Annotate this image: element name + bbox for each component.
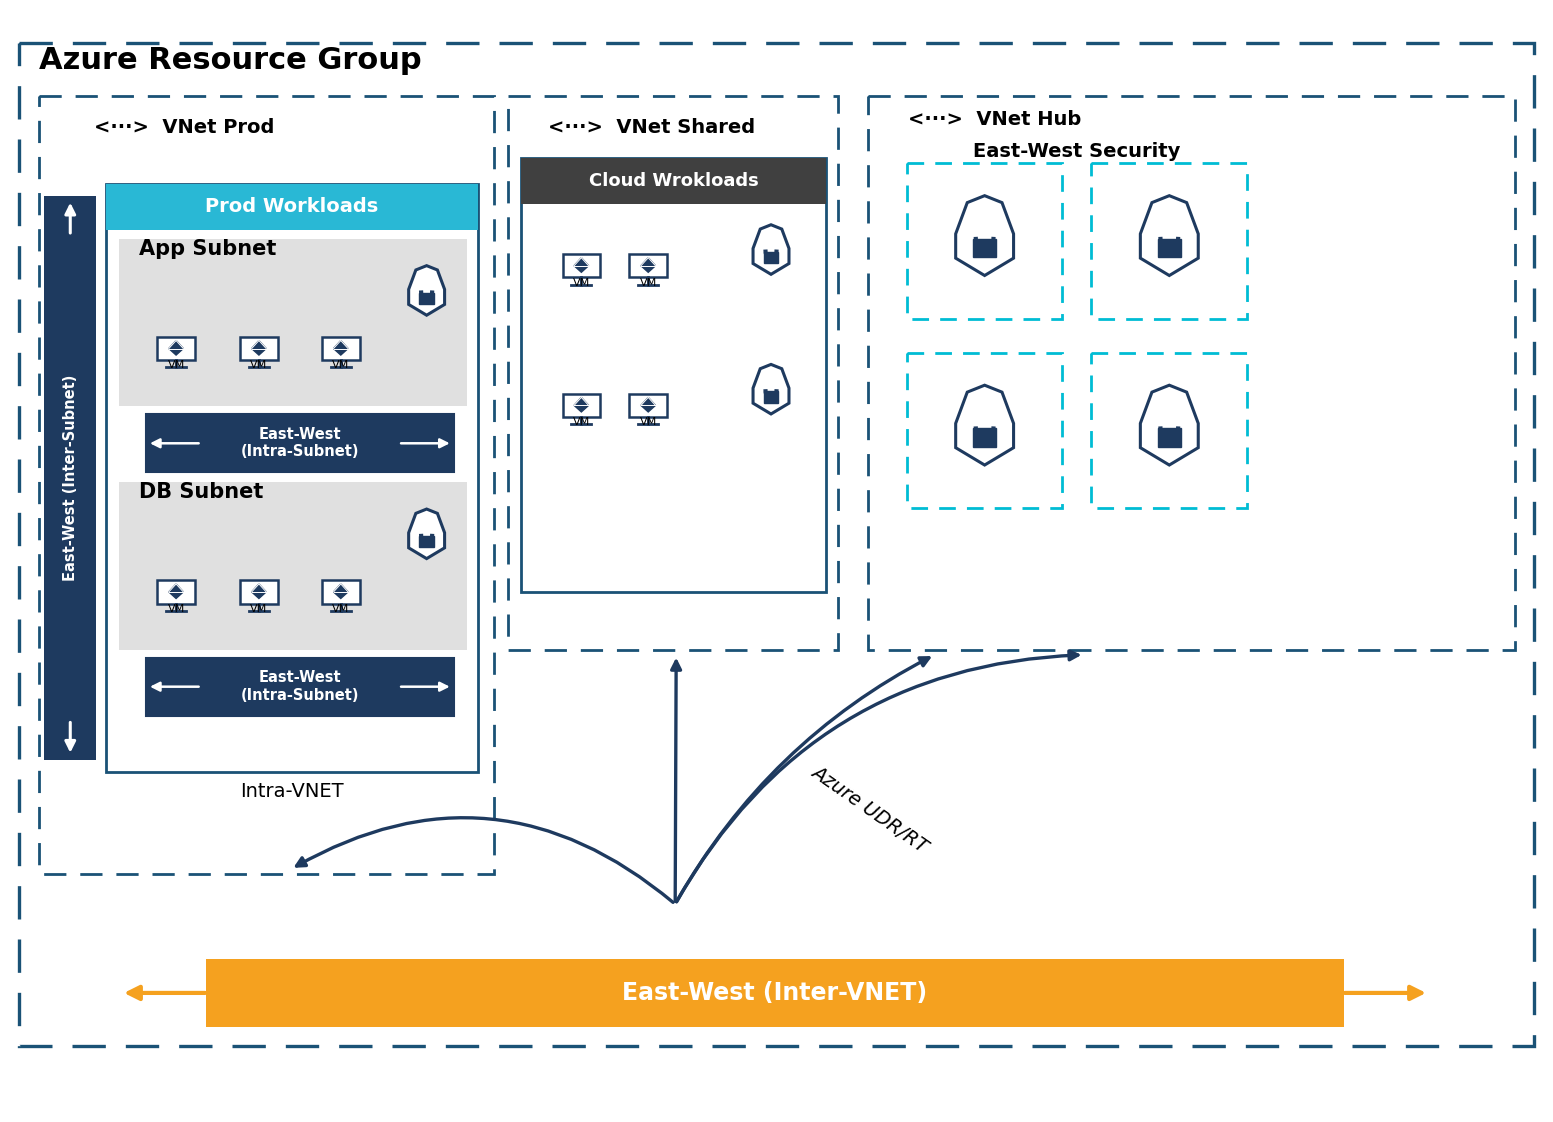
Bar xyxy=(764,392,778,403)
Text: <···>  VNet Hub: <···> VNet Hub xyxy=(909,110,1081,129)
Polygon shape xyxy=(252,341,266,355)
Bar xyxy=(522,158,826,204)
Text: VM: VM xyxy=(168,604,185,614)
Bar xyxy=(508,96,839,650)
Bar xyxy=(146,657,453,716)
Text: VM: VM xyxy=(332,604,349,614)
Bar xyxy=(157,580,194,604)
Polygon shape xyxy=(641,258,655,273)
Bar xyxy=(629,394,668,417)
Polygon shape xyxy=(252,583,266,598)
Text: East-West (Inter-Subnet): East-West (Inter-Subnet) xyxy=(62,375,78,581)
Text: East-West Security: East-West Security xyxy=(972,142,1180,162)
Polygon shape xyxy=(955,195,1014,276)
Text: Azure Resource Group: Azure Resource Group xyxy=(39,46,422,75)
Polygon shape xyxy=(169,341,183,355)
Bar xyxy=(146,414,453,472)
Bar xyxy=(419,536,433,548)
Text: <···>  VNet Prod: <···> VNet Prod xyxy=(95,118,275,137)
Polygon shape xyxy=(1140,385,1199,465)
Text: VM: VM xyxy=(250,604,267,614)
Text: Intra-VNET: Intra-VNET xyxy=(241,782,343,801)
Bar xyxy=(241,337,278,360)
Bar xyxy=(106,184,477,772)
Polygon shape xyxy=(408,266,444,315)
Polygon shape xyxy=(955,385,1014,465)
Text: VM: VM xyxy=(640,277,657,287)
Bar xyxy=(1092,163,1247,319)
Bar xyxy=(974,429,995,447)
Polygon shape xyxy=(575,397,589,412)
Bar xyxy=(45,196,96,760)
Bar xyxy=(974,239,995,257)
Text: East-West
(Intra-Subnet): East-West (Intra-Subnet) xyxy=(241,427,359,460)
Text: Cloud Wrokloads: Cloud Wrokloads xyxy=(589,172,758,190)
Polygon shape xyxy=(575,258,589,273)
Bar xyxy=(241,580,278,604)
Text: DB Subnet: DB Subnet xyxy=(140,482,264,503)
Polygon shape xyxy=(334,341,348,355)
Bar xyxy=(120,482,466,650)
Bar xyxy=(19,44,1534,1046)
Polygon shape xyxy=(753,224,789,274)
Bar xyxy=(419,293,433,304)
Bar xyxy=(1157,429,1180,447)
Polygon shape xyxy=(169,583,183,598)
Bar xyxy=(868,96,1514,650)
Text: VM: VM xyxy=(640,417,657,427)
Bar xyxy=(562,394,599,417)
Polygon shape xyxy=(753,365,789,414)
Bar xyxy=(321,580,360,604)
Text: VM: VM xyxy=(573,277,590,287)
Polygon shape xyxy=(334,583,348,598)
Text: Azure UDR/RT: Azure UDR/RT xyxy=(808,762,932,856)
Bar xyxy=(321,337,360,360)
Bar xyxy=(207,959,1343,1027)
Bar xyxy=(1092,352,1247,508)
Text: East-West (Inter-VNET): East-West (Inter-VNET) xyxy=(623,981,927,1005)
Bar xyxy=(39,96,494,874)
Bar xyxy=(629,254,668,277)
Bar xyxy=(907,352,1062,508)
Bar xyxy=(157,337,194,360)
Text: VM: VM xyxy=(250,360,267,370)
Polygon shape xyxy=(1140,195,1199,276)
Bar xyxy=(1157,239,1180,257)
Text: App Subnet: App Subnet xyxy=(140,239,276,259)
Bar xyxy=(120,239,466,406)
Text: VM: VM xyxy=(573,417,590,427)
Bar xyxy=(522,158,826,592)
Text: <···>  VNet Shared: <···> VNet Shared xyxy=(548,118,755,137)
Bar xyxy=(907,163,1062,319)
Text: VM: VM xyxy=(168,360,185,370)
Text: East-West
(Intra-Subnet): East-West (Intra-Subnet) xyxy=(241,671,359,702)
Polygon shape xyxy=(408,509,444,559)
Bar xyxy=(562,254,599,277)
Bar xyxy=(106,184,477,230)
Text: VM: VM xyxy=(332,360,349,370)
Polygon shape xyxy=(641,397,655,412)
Text: Prod Workloads: Prod Workloads xyxy=(205,197,379,217)
Bar xyxy=(764,251,778,263)
